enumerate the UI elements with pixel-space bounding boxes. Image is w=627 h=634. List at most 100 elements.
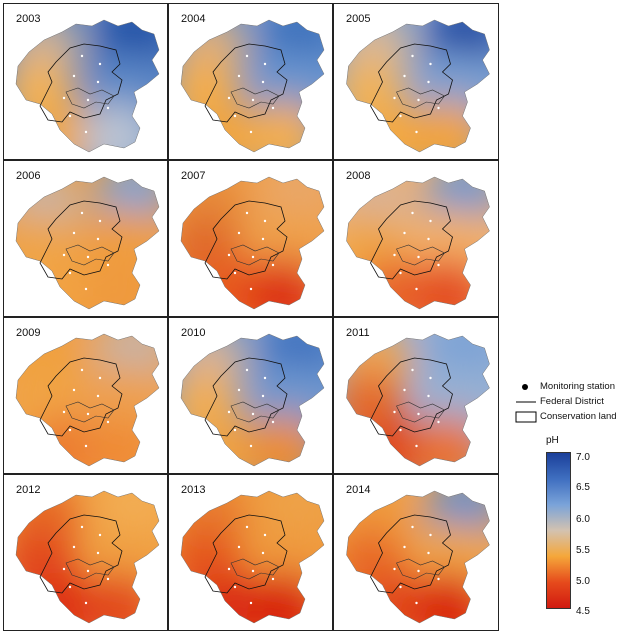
monitoring-station	[429, 219, 432, 223]
ph-surface	[181, 491, 324, 623]
monitoring-station	[427, 394, 430, 398]
monitoring-station	[263, 62, 267, 66]
monitoring-station	[417, 255, 420, 259]
ph-map	[180, 19, 325, 153]
monitoring-station	[393, 567, 396, 571]
ph-surface	[346, 334, 490, 466]
federal-district-boundary	[370, 200, 453, 280]
monitoring-station	[417, 98, 420, 102]
map-grid: 2003 2004 2005 2006 2007 2008 2009 2010 2011 2012…	[3, 3, 499, 631]
map-panel-2004: 2004	[168, 3, 333, 160]
conservation-land-boundary	[65, 558, 115, 580]
monitoring-station	[429, 62, 432, 66]
monitoring-station	[417, 412, 420, 416]
monitoring-station	[261, 80, 265, 84]
ph-map	[346, 333, 490, 467]
monitoring-station	[261, 551, 265, 555]
monitoring-station	[245, 525, 249, 529]
region-outline	[346, 176, 490, 310]
federal-district-boundary	[39, 357, 123, 437]
monitoring-station	[227, 567, 231, 571]
monitoring-station	[98, 62, 102, 66]
monitoring-station	[251, 412, 255, 416]
monitoring-station	[86, 98, 90, 102]
monitoring-station	[399, 428, 402, 432]
monitoring-station-icon	[512, 380, 538, 394]
conservation-land-boundary	[396, 87, 445, 109]
monitoring-station	[251, 569, 255, 573]
map-panel-2013: 2013	[168, 474, 333, 631]
monitoring-station	[251, 255, 255, 259]
panel-year-label: 2004	[181, 13, 206, 25]
ph-map	[346, 490, 490, 624]
panel-year-label: 2014	[346, 484, 371, 496]
ph-surface	[346, 491, 490, 623]
ph-surface	[16, 20, 159, 152]
panel-year-label: 2011	[346, 327, 370, 339]
conservation-land-boundary	[65, 401, 115, 423]
panel-year-label: 2010	[181, 327, 206, 339]
conservation-land-boundary	[396, 401, 445, 423]
monitoring-station	[399, 271, 402, 275]
monitoring-station	[263, 219, 267, 223]
federal-district-boundary	[39, 200, 123, 280]
monitoring-station	[261, 394, 265, 398]
map-panel-2009: 2009	[3, 317, 168, 474]
monitoring-station	[96, 237, 100, 241]
ph-surface	[181, 20, 324, 152]
monitoring-station	[98, 376, 102, 380]
conservation-land-boundary	[230, 87, 280, 109]
ph-surface	[346, 177, 490, 309]
ph-surface	[181, 177, 324, 309]
monitoring-station	[411, 525, 414, 529]
ph-map	[346, 19, 490, 153]
ph-surface	[16, 334, 159, 466]
monitoring-station	[106, 420, 110, 424]
monitoring-station	[80, 525, 84, 529]
monitoring-station	[227, 96, 231, 100]
panel-year-label: 2013	[181, 484, 206, 496]
map-panel-2010: 2010	[168, 317, 333, 474]
legend: Monitoring station Federal District Cons…	[512, 375, 624, 625]
monitoring-station	[233, 585, 237, 589]
monitoring-station	[84, 287, 88, 291]
colorbar-tick: 4.5	[576, 606, 590, 617]
monitoring-station	[393, 410, 396, 414]
monitoring-station	[237, 74, 241, 78]
monitoring-station	[245, 368, 249, 372]
monitoring-station	[393, 96, 396, 100]
monitoring-station	[271, 106, 275, 110]
region-outline	[180, 176, 325, 310]
monitoring-station	[68, 271, 72, 275]
map-panel-2008: 2008	[333, 160, 499, 317]
ph-map	[15, 176, 160, 310]
monitoring-station	[237, 388, 241, 392]
conservation-land-boundary	[396, 558, 445, 580]
monitoring-station	[98, 533, 102, 537]
conservation-land-boundary	[65, 244, 115, 266]
monitoring-station	[245, 54, 249, 58]
monitoring-station	[415, 444, 418, 448]
monitoring-station	[86, 412, 90, 416]
monitoring-station	[411, 54, 414, 58]
colorbar-title: pH	[546, 435, 559, 446]
monitoring-station	[399, 114, 402, 118]
monitoring-station	[261, 237, 265, 241]
panel-year-label: 2003	[16, 13, 41, 25]
monitoring-station	[245, 211, 249, 215]
monitoring-station	[403, 74, 406, 78]
monitoring-station	[68, 585, 72, 589]
monitoring-station	[437, 420, 440, 424]
ph-map	[180, 176, 325, 310]
ph-colorbar	[546, 452, 571, 609]
monitoring-station	[429, 533, 432, 537]
colorbar-tick: 7.0	[576, 452, 590, 463]
monitoring-station	[80, 54, 84, 58]
monitoring-station	[437, 263, 440, 267]
monitoring-station	[96, 394, 100, 398]
monitoring-station	[249, 130, 253, 134]
monitoring-station	[249, 287, 253, 291]
ph-surface	[346, 20, 490, 152]
region-outline	[15, 176, 160, 310]
monitoring-station	[227, 253, 231, 257]
